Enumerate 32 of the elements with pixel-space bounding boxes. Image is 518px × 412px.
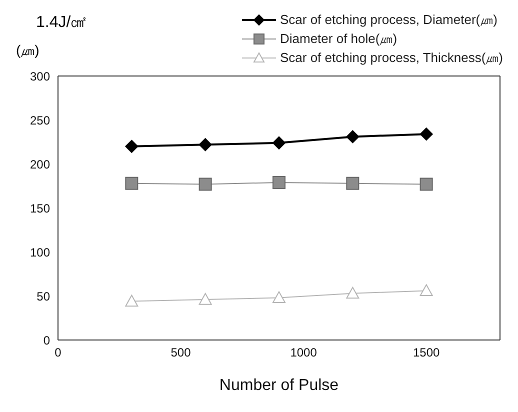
legend-label: Scar of etching process, Thickness(㎛) [280, 48, 503, 66]
point [198, 138, 212, 152]
point [198, 178, 212, 191]
x-tick-label: 1500 [412, 346, 440, 360]
legend-label: Diameter of hole(㎛) [280, 30, 398, 48]
point [420, 178, 433, 191]
y-tick-label: 100 [30, 245, 50, 260]
point [125, 176, 138, 190]
point [420, 128, 433, 141]
y-axis-title: (㎛) [16, 42, 40, 60]
x-tick-label: 500 [170, 346, 192, 360]
point [272, 291, 286, 304]
x-tick-label: 0 [54, 346, 62, 360]
x-axis-title: Number of Pulse [219, 377, 339, 394]
point [420, 284, 433, 296]
legend-label: Scar of etching process, Diameter(㎛) [280, 10, 498, 28]
point [346, 176, 360, 190]
y-tick-label: 300 [30, 69, 50, 84]
point [125, 140, 138, 153]
point [272, 136, 286, 150]
point [125, 294, 138, 307]
y-tick-label: 250 [30, 113, 50, 128]
point [272, 176, 286, 189]
y-tick-label: 50 [36, 289, 50, 304]
point [198, 293, 212, 305]
chart-title: 1.4J/㎠ [36, 13, 87, 33]
y-tick-label: 200 [30, 157, 50, 172]
y-tick-label: 0 [43, 333, 50, 348]
point [346, 130, 360, 144]
y-tick-label: 150 [30, 201, 50, 216]
x-tick-label: 1000 [290, 346, 318, 360]
point [346, 286, 360, 299]
